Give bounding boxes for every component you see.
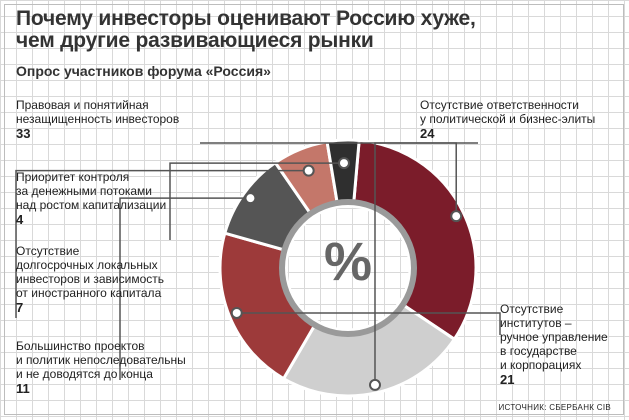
- slice-value: 7: [16, 300, 24, 315]
- slice-label-text: Отсутствие ответственности у политическо…: [420, 98, 596, 126]
- slice-value: 24: [420, 126, 435, 141]
- slice-marker-foreign-capital: [302, 164, 315, 177]
- slice-marker-elite-responsibility: [368, 378, 381, 391]
- slice-label-text: Правовая и понятийная незащищенность инв…: [16, 98, 180, 126]
- slice-institutions: [218, 231, 319, 381]
- slice-label-inconsistent-projects: Большинство проектов и политик непоследо…: [16, 339, 186, 396]
- slice-value: 11: [16, 381, 30, 396]
- percent-symbol: %: [324, 232, 372, 292]
- slice-label-institutions: Отсутствие институтов – ручное управлени…: [500, 302, 608, 387]
- slice-label-text: Большинство проектов и политик непоследо…: [16, 339, 186, 381]
- leader-line-elite-responsibility: [374, 142, 478, 385]
- slice-legal-insecurity: [351, 138, 478, 342]
- slice-label-text: Отсутствие долгосрочных локальных инвест…: [16, 244, 165, 300]
- leader-line-foreign-capital: [15, 169, 309, 318]
- source-note: ИСТОЧНИК: СБЕРБАНК CIB: [498, 403, 611, 412]
- slice-marker-inconsistent-projects: [244, 192, 257, 205]
- slice-marker-institutions: [230, 306, 243, 319]
- slice-value: 33: [16, 126, 31, 141]
- slice-marker-legal-insecurity: [450, 210, 463, 223]
- slice-value: 21: [500, 372, 515, 387]
- chart-subtitle: Опрос участников форума «Россия»: [16, 63, 271, 79]
- slice-cashflow-control: [325, 138, 361, 209]
- slice-label-cashflow-control: Приоритет контроля за денежными потоками…: [16, 170, 166, 227]
- chart-frame: [4, 4, 624, 415]
- slice-label-text: Приоритет контроля за денежными потоками…: [16, 170, 167, 212]
- slice-label-text: Отсутствие институтов – ручное управлени…: [500, 302, 608, 372]
- leader-line-inconsistent-projects: [119, 197, 251, 380]
- slice-label-legal-insecurity: Правовая и понятийная незащищенность инв…: [16, 98, 179, 141]
- leader-line-institutions: [236, 312, 501, 335]
- slice-marker-cashflow-control: [337, 157, 350, 170]
- chart-title: Почему инвесторы оценивают Россию хуже, …: [16, 7, 476, 52]
- slice-value: 4: [16, 212, 24, 227]
- slice-label-elite-responsibility: Отсутствие ответственности у политическо…: [420, 98, 595, 141]
- leader-line-cashflow-control: [169, 162, 344, 240]
- donut-inner-ring: [279, 199, 417, 337]
- slice-label-foreign-capital: Отсутствие долгосрочных локальных инвест…: [16, 244, 164, 315]
- slice-elite-responsibility: [281, 300, 457, 398]
